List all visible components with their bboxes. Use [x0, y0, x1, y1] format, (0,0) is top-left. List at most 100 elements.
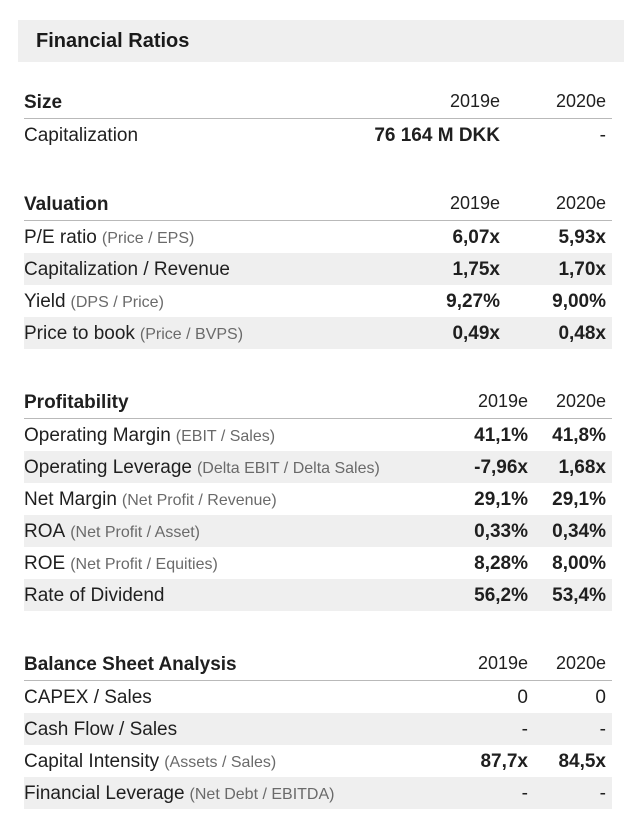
value-2020e: 9,00%	[552, 291, 606, 312]
row-label: CAPEX / Sales	[24, 687, 152, 709]
row-label-text: Capital Intensity	[24, 751, 160, 772]
table-row: P/E ratio (Price / EPS) 6,07x 5,93x	[24, 221, 612, 253]
row-label: P/E ratio (Price / EPS)	[24, 227, 194, 249]
value-2020e: 1,70x	[558, 259, 606, 280]
table-row: Cash Flow / Sales - -	[24, 713, 612, 745]
table-row: ROE (Net Profit / Equities) 8,28% 8,00%	[24, 547, 612, 579]
row-formula: (EBIT / Sales)	[175, 428, 276, 445]
table-row: Operating Margin (EBIT / Sales) 41,1% 41,…	[24, 419, 612, 451]
row-label: ROE (Net Profit / Equities)	[24, 553, 218, 575]
section-title: Profitability	[24, 392, 129, 413]
row-label-text: Net Margin	[24, 489, 117, 510]
row-label: Capital Intensity (Assets / Sales)	[24, 751, 276, 773]
row-label: Operating Margin (EBIT / Sales)	[24, 425, 275, 447]
table-row: Capital Intensity (Assets / Sales) 87,7x …	[24, 745, 612, 777]
table-row: CAPEX / Sales 0 0	[24, 681, 612, 713]
value-2019e: 0	[517, 687, 528, 708]
row-label: Financial Leverage (Net Debt / EBITDA)	[24, 783, 334, 805]
row-label: Capitalization	[24, 125, 138, 147]
table-row: ROA (Net Profit / Asset) 0,33% 0,34%	[24, 515, 612, 547]
value-2019e: 0,33%	[474, 521, 528, 542]
value-2020e: 29,1%	[552, 489, 606, 510]
value-2019e: -7,96x	[474, 457, 528, 478]
column-header-2019e: 2019e	[449, 193, 500, 213]
value-2019e: 87,7x	[480, 751, 528, 772]
value-2020e: 1,68x	[558, 457, 606, 478]
section-header: Size 2019e 2020e	[24, 86, 612, 119]
value-2020e: 41,8%	[552, 425, 606, 446]
row-label: Price to book (Price / BVPS)	[24, 323, 243, 345]
table-row: Capitalization / Revenue 1,75x 1,70x	[24, 253, 612, 285]
table-row: Net Margin (Net Profit / Revenue) 29,1% 2…	[24, 483, 612, 515]
row-label-text: CAPEX / Sales	[24, 687, 152, 708]
row-label-text: Operating Margin	[24, 425, 171, 446]
section-header: Valuation 2019e 2020e	[24, 188, 612, 221]
section-size: Size 2019e 2020e Capitalization 76 164 M…	[24, 86, 612, 151]
row-formula: (Price / BVPS)	[139, 326, 244, 343]
value-2020e: 8,00%	[552, 553, 606, 574]
row-label-text: Yield	[24, 291, 66, 312]
page-title: Financial Ratios	[36, 30, 190, 52]
row-label-text: Operating Leverage	[24, 457, 192, 478]
column-header-2020e: 2020e	[555, 91, 606, 111]
table-row: Capitalization 76 164 M DKK -	[24, 119, 612, 151]
section-title: Balance Sheet Analysis	[24, 654, 237, 675]
row-label-text: Capitalization / Revenue	[24, 259, 230, 280]
row-formula: (Delta EBIT / Delta Sales)	[196, 460, 380, 477]
table-row: Operating Leverage (Delta EBIT / Delta Sa…	[24, 451, 612, 483]
section-header: Balance Sheet Analysis 2019e 2020e	[24, 648, 612, 681]
value-2019e: -	[521, 719, 528, 740]
value-2019e: 0,49x	[452, 323, 500, 344]
section-valuation: Valuation 2019e 2020e P/E ratio (Price / …	[24, 188, 612, 349]
value-2020e: 0,48x	[558, 323, 606, 344]
row-label: Cash Flow / Sales	[24, 719, 177, 741]
row-label: Rate of Dividend	[24, 585, 164, 607]
row-formula: (Net Profit / Revenue)	[121, 492, 277, 509]
section-profitability: Profitability 2019e 2020e Operating Marg…	[24, 386, 612, 611]
value-2019e: 76 164 M DKK	[374, 125, 500, 146]
value-2020e: -	[599, 719, 606, 740]
section-title: Valuation	[24, 194, 109, 215]
value-2020e: 0,34%	[552, 521, 606, 542]
column-header-2020e: 2020e	[555, 193, 606, 213]
column-header-2019e: 2019e	[477, 391, 528, 411]
column-header-2019e: 2019e	[449, 91, 500, 111]
row-label-text: Price to book	[24, 323, 135, 344]
row-label: Operating Leverage (Delta EBIT / Delta Sa…	[24, 457, 380, 479]
row-formula: (DPS / Price)	[70, 294, 164, 311]
row-label: Net Margin (Net Profit / Revenue)	[24, 489, 277, 511]
row-formula: (Net Profit / Asset)	[70, 524, 200, 541]
table-row: Rate of Dividend 56,2% 53,4%	[24, 579, 612, 611]
row-label-text: ROA	[24, 521, 66, 542]
table-row: Yield (DPS / Price) 9,27% 9,00%	[24, 285, 612, 317]
row-label: ROA (Net Profit / Asset)	[24, 521, 200, 543]
value-2019e: 6,07x	[452, 227, 500, 248]
column-header-2019e: 2019e	[477, 653, 528, 673]
value-2020e: 53,4%	[552, 585, 606, 606]
section-title: Size	[24, 92, 63, 113]
value-2019e: 8,28%	[474, 553, 528, 574]
value-2019e: 9,27%	[446, 291, 500, 312]
row-label-text: Capitalization	[24, 125, 139, 146]
value-2020e: -	[599, 125, 606, 146]
value-2019e: 56,2%	[474, 585, 528, 606]
row-label: Capitalization / Revenue	[24, 259, 230, 281]
column-header-2020e: 2020e	[555, 653, 606, 673]
table-row: Price to book (Price / BVPS) 0,49x 0,48x	[24, 317, 612, 349]
value-2020e: -	[599, 783, 606, 804]
row-label-text: Rate of Dividend	[24, 585, 165, 606]
row-label-text: P/E ratio	[24, 227, 97, 248]
column-header-2020e: 2020e	[555, 391, 606, 411]
row-label-text: ROE	[24, 553, 66, 574]
financial-ratios-header: Financial Ratios	[18, 20, 624, 62]
row-formula: (Price / EPS)	[101, 230, 195, 247]
value-2019e: 29,1%	[474, 489, 528, 510]
row-formula: (Net Profit / Equities)	[70, 556, 218, 573]
table-row: Financial Leverage (Net Debt / EBITDA) - …	[24, 777, 612, 809]
value-2020e: 0	[595, 687, 606, 708]
row-formula: (Net Debt / EBITDA)	[189, 786, 335, 803]
section-header: Profitability 2019e 2020e	[24, 386, 612, 419]
row-label: Yield (DPS / Price)	[24, 291, 164, 313]
section-balance-sheet-analysis: Balance Sheet Analysis 2019e 2020e CAPEX…	[24, 648, 612, 809]
row-formula: (Assets / Sales)	[164, 754, 277, 771]
